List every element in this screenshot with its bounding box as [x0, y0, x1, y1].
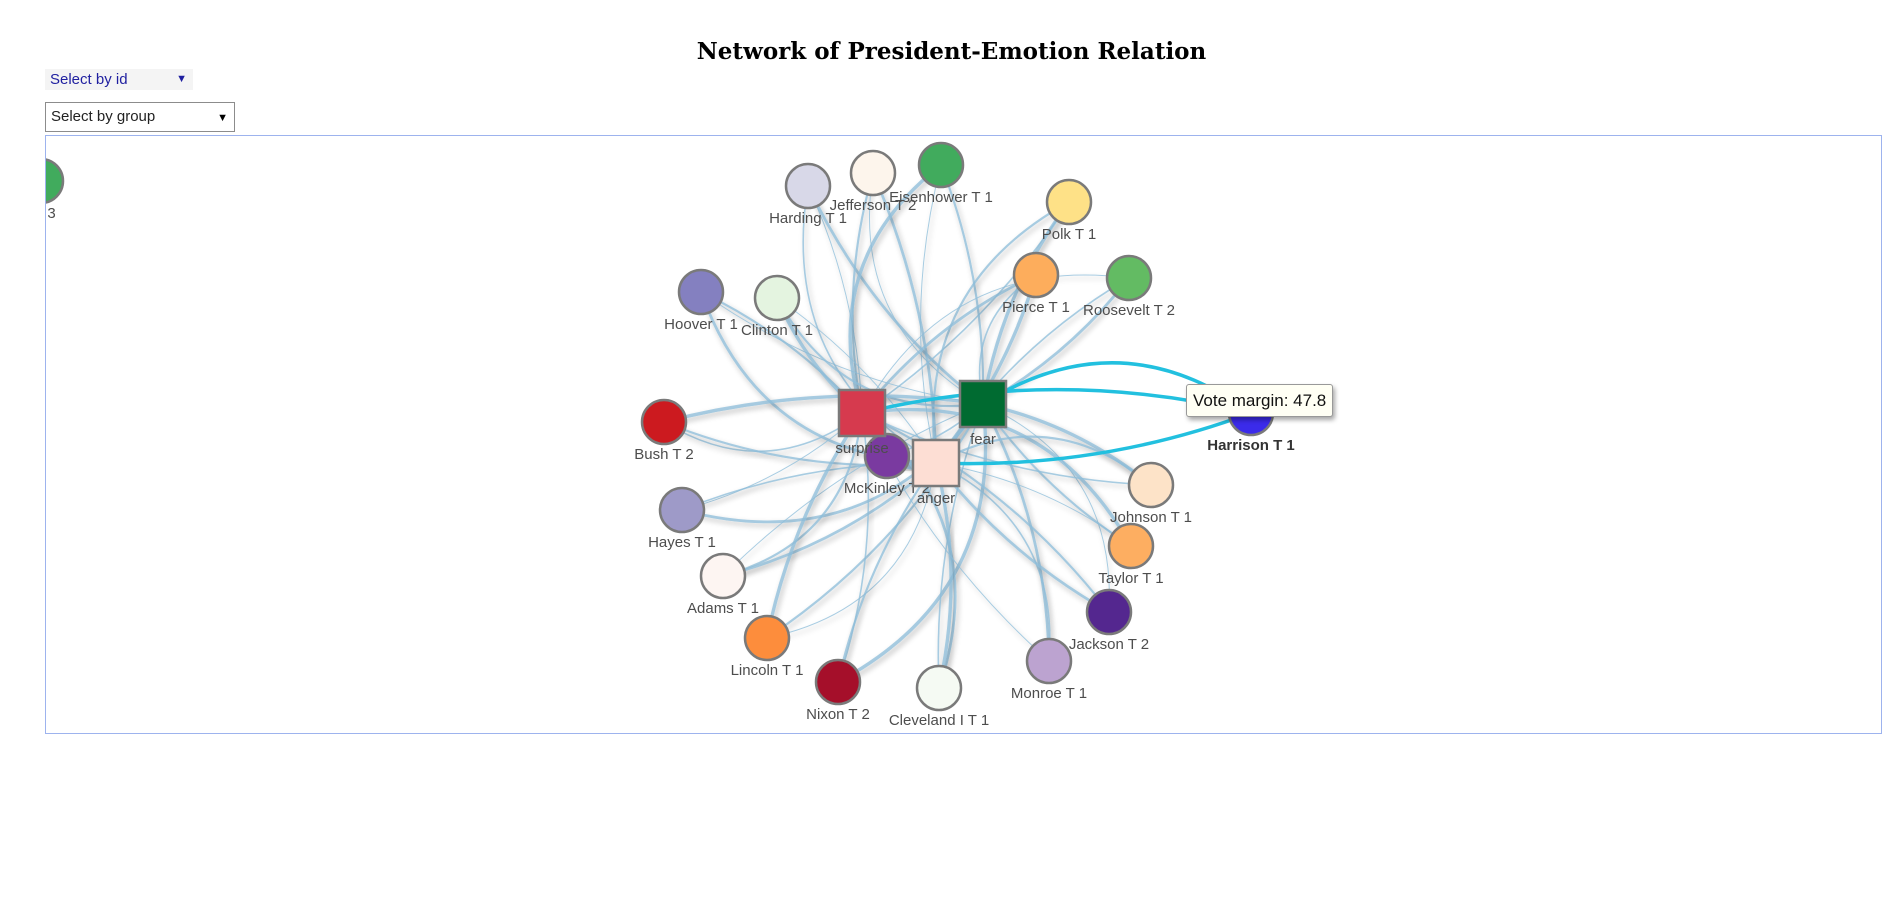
- president-node-bush-t-2[interactable]: Bush T 2: [634, 400, 694, 463]
- president-label: Adams T 1: [687, 600, 759, 617]
- president-circle[interactable]: [1107, 256, 1151, 300]
- president-node-polk-t-1[interactable]: Polk T 1: [1042, 180, 1096, 243]
- president-node-hoover-t-1[interactable]: Hoover T 1: [664, 270, 738, 333]
- president-circle[interactable]: [46, 159, 63, 203]
- president-circle[interactable]: [919, 143, 963, 187]
- president-circle[interactable]: [1014, 253, 1058, 297]
- president-circle[interactable]: [917, 666, 961, 710]
- president-label: Lincoln T 1: [731, 662, 804, 679]
- president-node-lincoln-t-1[interactable]: Lincoln T 1: [731, 616, 804, 679]
- president-node-roosevelt-t-2[interactable]: Roosevelt T 2: [1083, 256, 1175, 319]
- president-circle[interactable]: [1129, 463, 1173, 507]
- president-circle[interactable]: [745, 616, 789, 660]
- emotion-node-anger[interactable]: anger: [913, 440, 959, 507]
- caret-down-icon: ▼: [217, 104, 228, 132]
- president-label: Bush T 2: [634, 446, 694, 463]
- president-label: Roosevelt T 2: [1083, 302, 1175, 319]
- president-node-cleveland-i-t-1[interactable]: Cleveland I T 1: [889, 666, 989, 729]
- emotion-label: fear: [970, 431, 996, 448]
- president-circle[interactable]: [816, 660, 860, 704]
- select-by-group-dropdown[interactable]: Select by group ▼: [45, 102, 235, 132]
- president-node-taylor-t-1[interactable]: Taylor T 1: [1098, 524, 1163, 587]
- president-label: Pierce T 1: [1002, 299, 1070, 316]
- edge-eisenhower-t-1-anger: [921, 165, 941, 463]
- president-label: Clinton T 1: [741, 322, 813, 339]
- select-by-id-label: Select by id: [50, 71, 128, 88]
- select-by-id-dropdown[interactable]: Select by id ▼: [45, 69, 193, 90]
- president-label: Taylor T 1: [1098, 570, 1163, 587]
- president-circle[interactable]: [1047, 180, 1091, 224]
- president-node-eisenhower-t-1[interactable]: Eisenhower T 1: [889, 143, 993, 206]
- president-circle[interactable]: [755, 276, 799, 320]
- president-node-harding-t-1[interactable]: Harding T 1: [769, 164, 847, 227]
- emotion-label: anger: [917, 490, 955, 507]
- page-title: Network of President-Emotion Relation: [0, 38, 1903, 65]
- president-label: t T 3: [46, 205, 56, 222]
- president-circle[interactable]: [786, 164, 830, 208]
- president-node-jackson-t-2[interactable]: Jackson T 2: [1069, 590, 1149, 653]
- vote-margin-tooltip: Vote margin: 47.8: [1186, 384, 1333, 417]
- emotion-square[interactable]: [913, 440, 959, 486]
- edge-hoover-t-1-fear: [701, 292, 983, 404]
- president-node-t-t-3[interactable]: t T 3: [46, 159, 63, 222]
- president-circle[interactable]: [701, 554, 745, 598]
- president-node-adams-t-1[interactable]: Adams T 1: [687, 554, 759, 617]
- president-circle[interactable]: [1087, 590, 1131, 634]
- president-label: Polk T 1: [1042, 226, 1096, 243]
- emotion-label: surprise: [835, 440, 888, 457]
- network-canvas[interactable]: Harding T 1 Jefferson T 2 Eisenhower T 1 Po…: [45, 135, 1882, 734]
- president-label: Johnson T 1: [1110, 509, 1192, 526]
- president-label: Harrison T 1: [1207, 437, 1295, 454]
- president-circle[interactable]: [679, 270, 723, 314]
- president-circle[interactable]: [1109, 524, 1153, 568]
- president-label: Monroe T 1: [1011, 685, 1087, 702]
- president-node-clinton-t-1[interactable]: Clinton T 1: [741, 276, 813, 339]
- caret-down-icon: ▼: [176, 69, 187, 90]
- president-label: Eisenhower T 1: [889, 189, 993, 206]
- president-circle[interactable]: [660, 488, 704, 532]
- president-label: Cleveland I T 1: [889, 712, 989, 729]
- president-label: Hoover T 1: [664, 316, 738, 333]
- select-by-group-label: Select by group: [51, 108, 155, 125]
- president-node-johnson-t-1[interactable]: Johnson T 1: [1110, 463, 1192, 526]
- president-circle[interactable]: [1027, 639, 1071, 683]
- emotion-square[interactable]: [839, 390, 885, 436]
- edge-hayes-t-1-surprise: [682, 413, 862, 510]
- edge-johnson-t-1-fear: [983, 404, 1151, 485]
- emotion-square[interactable]: [960, 381, 1006, 427]
- president-circle[interactable]: [642, 400, 686, 444]
- president-node-hayes-t-1[interactable]: Hayes T 1: [648, 488, 716, 551]
- president-label: Nixon T 2: [806, 706, 870, 723]
- edge-jackson-t-2-fear: [983, 404, 1109, 612]
- president-label: Jackson T 2: [1069, 636, 1149, 653]
- emotion-node-surprise[interactable]: surprise: [835, 390, 888, 457]
- president-label: Hayes T 1: [648, 534, 716, 551]
